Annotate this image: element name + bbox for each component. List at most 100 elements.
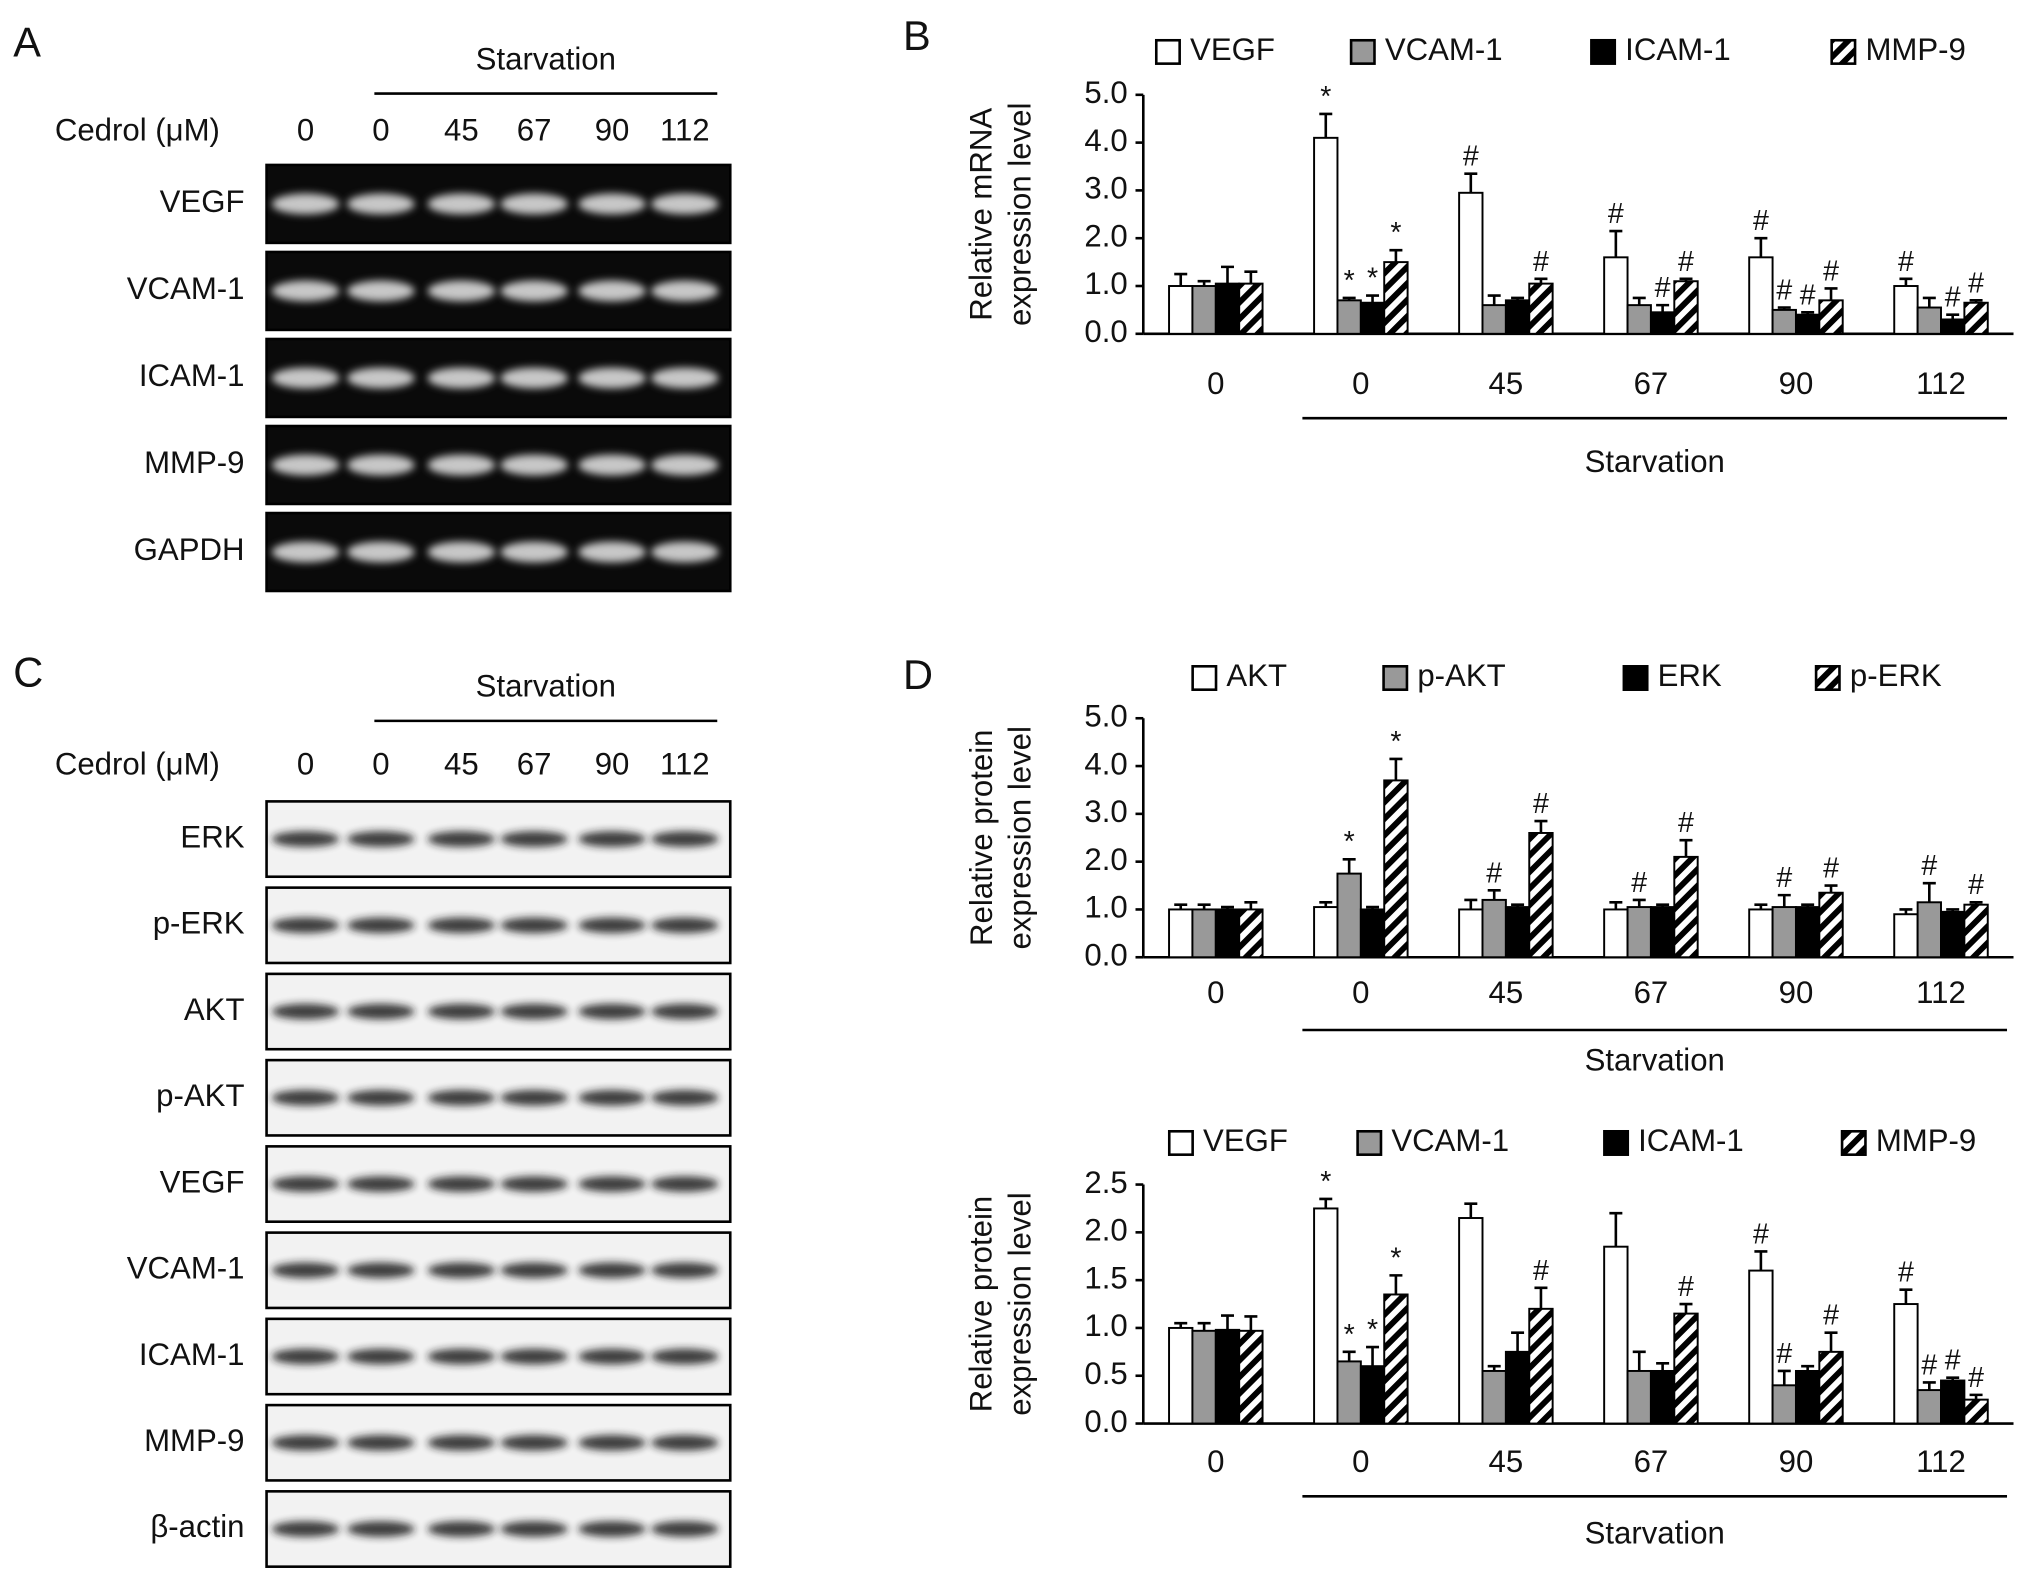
bar (1940, 318, 1966, 335)
band (500, 454, 568, 476)
dose-label: 0 (372, 113, 389, 148)
y-axis-label: expression level (1003, 103, 1038, 326)
legend-swatch (1382, 665, 1409, 691)
band (651, 367, 719, 389)
bar (1893, 913, 1919, 959)
dose-label: 67 (517, 113, 552, 148)
x-tick-label: 45 (1489, 1444, 1524, 1479)
band (271, 193, 340, 215)
legend-label: VCAM-1 (1391, 1123, 1509, 1158)
band (271, 367, 340, 389)
band (500, 193, 568, 215)
error-bar (1801, 310, 1815, 315)
error-bar (1969, 299, 1983, 303)
significance-mark: * (1390, 217, 1401, 249)
band (578, 193, 646, 215)
significance-mark: # (1463, 141, 1479, 173)
significance-mark: # (1968, 1362, 1984, 1394)
band-label: VCAM-1 (127, 271, 245, 306)
error-bar (1656, 903, 1670, 908)
bar (1893, 1303, 1919, 1425)
bar (1603, 908, 1629, 959)
error-bar (1221, 905, 1234, 910)
bar (1748, 256, 1774, 335)
y-tick-label: 0.0 (1084, 314, 1127, 349)
error-bar (1824, 287, 1838, 301)
bar (1940, 910, 1966, 959)
band (427, 831, 496, 847)
error-bar (1511, 1331, 1525, 1352)
bar (1771, 308, 1797, 335)
significance-mark: * (1344, 1319, 1355, 1351)
band (271, 1348, 340, 1365)
legend-label: ICAM-1 (1625, 32, 1731, 67)
significance-mark: # (1533, 1255, 1549, 1287)
band (651, 917, 719, 934)
bar (1916, 1389, 1942, 1425)
band (347, 1176, 415, 1192)
band (347, 1348, 415, 1365)
dose-label: 67 (517, 747, 552, 782)
significance-mark: # (1678, 1271, 1694, 1303)
y-tick-label: 3.0 (1084, 171, 1127, 206)
band (271, 917, 340, 934)
band (427, 1434, 496, 1451)
significance-mark: # (1631, 867, 1647, 899)
error-bar (1464, 898, 1478, 910)
x-tick-label: 112 (1916, 366, 1966, 401)
error-bar (1342, 296, 1356, 301)
y-tick-label: 1.0 (1084, 1308, 1127, 1343)
legend-swatch (1814, 665, 1841, 691)
significance-mark: * (1390, 726, 1401, 758)
legend-label: p-ERK (1850, 658, 1942, 693)
bar (1673, 280, 1699, 335)
error-bar (1221, 1314, 1234, 1330)
band (427, 454, 496, 476)
dose-label: 0 (297, 747, 314, 782)
significance-mark: * (1344, 265, 1355, 297)
legend-label: MMP-9 (1876, 1123, 1976, 1158)
band (578, 280, 646, 302)
bar (1528, 832, 1554, 959)
band (500, 541, 568, 563)
bar (1191, 908, 1217, 959)
legend-swatch (1154, 38, 1181, 65)
error-bar (1244, 1315, 1258, 1331)
bar (1214, 908, 1241, 959)
dose-label: 45 (444, 113, 479, 148)
legend-label: VEGF (1203, 1123, 1288, 1158)
band (578, 1089, 646, 1106)
bar (1458, 1217, 1484, 1425)
x-tick-label: 67 (1634, 1444, 1669, 1479)
error-bar (1487, 1364, 1501, 1371)
y-tick-label: 3.0 (1084, 794, 1127, 829)
bar (1818, 1350, 1844, 1425)
band-label: MMP-9 (144, 1423, 244, 1458)
band (578, 454, 646, 476)
bar (1238, 282, 1264, 335)
significance-mark: * (1320, 81, 1331, 113)
band (578, 831, 646, 847)
error-bar (1197, 1321, 1211, 1331)
bar (1458, 908, 1484, 959)
x-tick-label: 0 (1207, 975, 1224, 1010)
bar (1603, 1245, 1629, 1425)
y-tick-label: 2.0 (1084, 1213, 1127, 1248)
error-bar (1801, 903, 1815, 908)
error-bar (1342, 1350, 1356, 1362)
panel-letter: A (13, 18, 41, 65)
legend-label: VCAM-1 (1385, 32, 1503, 67)
bar (1383, 261, 1409, 335)
x-tick-label: 112 (1916, 975, 1966, 1010)
legend-label: ICAM-1 (1638, 1123, 1744, 1158)
y-tick-label: 1.0 (1084, 890, 1127, 925)
legend-swatch (1603, 1130, 1630, 1156)
legend-label: ERK (1658, 658, 1722, 693)
significance-mark: # (1753, 1218, 1769, 1250)
band-label: ERK (180, 819, 244, 854)
x-tick-label: 0 (1352, 1444, 1369, 1479)
significance-mark: # (1921, 850, 1937, 882)
bar (1504, 1350, 1531, 1425)
error-bar (1679, 277, 1693, 282)
